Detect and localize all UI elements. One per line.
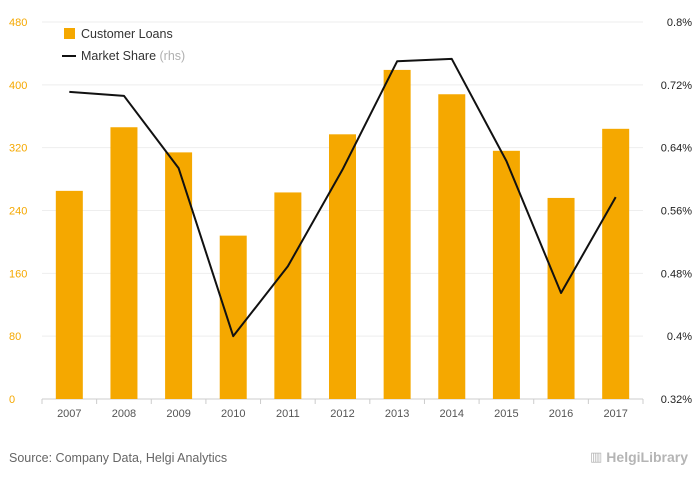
right-tick-label: 0.4% <box>667 331 692 343</box>
left-axis: 0 80 160 240 320 400 480 <box>9 17 27 406</box>
legend-label-customer-loans: Customer Loans <box>81 27 173 41</box>
bar <box>55 190 83 399</box>
bar <box>438 94 466 399</box>
left-tick-label: 400 <box>9 80 27 92</box>
x-tick-label: 2011 <box>276 408 300 420</box>
x-tick-label: 2010 <box>221 408 245 420</box>
left-tick-label: 160 <box>9 268 27 280</box>
right-tick-label: 0.56% <box>661 206 692 218</box>
x-tick-label: 2013 <box>385 408 409 420</box>
right-tick-label: 0.8% <box>667 17 692 29</box>
line-series <box>69 57 617 338</box>
left-tick-label: 480 <box>9 17 27 29</box>
right-tick-label: 0.32% <box>661 394 692 406</box>
bar <box>274 192 302 399</box>
bar <box>492 150 520 399</box>
right-tick-label: 0.64% <box>661 143 692 155</box>
bar <box>602 128 630 400</box>
brand-logo: ▥ HelgiLibrary <box>590 449 688 465</box>
left-tick-label: 80 <box>9 331 21 343</box>
right-tick-label: 0.48% <box>661 268 692 280</box>
bar <box>219 235 247 399</box>
bar-series <box>55 69 630 400</box>
x-tick-label: 2014 <box>440 408 464 420</box>
left-tick-label: 320 <box>9 143 27 155</box>
legend-swatch-customer-loans <box>64 28 75 39</box>
source-note: Source: Company Data, Helgi Analytics <box>9 451 228 465</box>
legend-label-market-share: Market Share <box>81 49 156 63</box>
left-tick-label: 240 <box>9 206 27 218</box>
bar <box>110 127 138 399</box>
bar <box>165 152 193 399</box>
x-tick-label: 2015 <box>494 408 518 420</box>
x-tick-label: 2016 <box>549 408 573 420</box>
x-tick-label: 2009 <box>166 408 190 420</box>
legend: Customer Loans Market Share (rhs) <box>62 27 185 63</box>
x-tick-label: 2008 <box>112 408 136 420</box>
bar <box>383 69 411 400</box>
x-tick-label: 2012 <box>330 408 354 420</box>
x-tick-label: 2007 <box>57 408 81 420</box>
bar <box>547 197 575 399</box>
library-icon: ▥ <box>590 449 603 464</box>
right-axis: 0.32% 0.4% 0.48% 0.56% 0.64% 0.72% 0.8% <box>661 17 692 406</box>
x-tick-label: 2017 <box>603 408 627 420</box>
brand-name: HelgiLibrary <box>606 449 688 465</box>
legend-label-rhs: (rhs) <box>160 49 186 63</box>
x-axis: 2007 2008 2009 2010 2011 2012 2013 2014 2015 2016… <box>41 399 644 420</box>
left-tick-label: 0 <box>9 394 15 406</box>
svg-text:Market Share (rhs): Market Share (rhs) <box>81 49 185 63</box>
bar <box>329 134 356 400</box>
right-tick-label: 0.72% <box>661 80 692 92</box>
